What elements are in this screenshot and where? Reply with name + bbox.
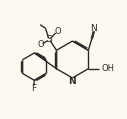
Text: OH: OH: [102, 64, 115, 73]
Text: O: O: [54, 27, 61, 36]
Text: O: O: [37, 40, 44, 49]
Text: N: N: [69, 77, 76, 86]
Text: N: N: [91, 24, 97, 33]
Text: S: S: [46, 35, 52, 44]
Text: F: F: [31, 84, 36, 93]
